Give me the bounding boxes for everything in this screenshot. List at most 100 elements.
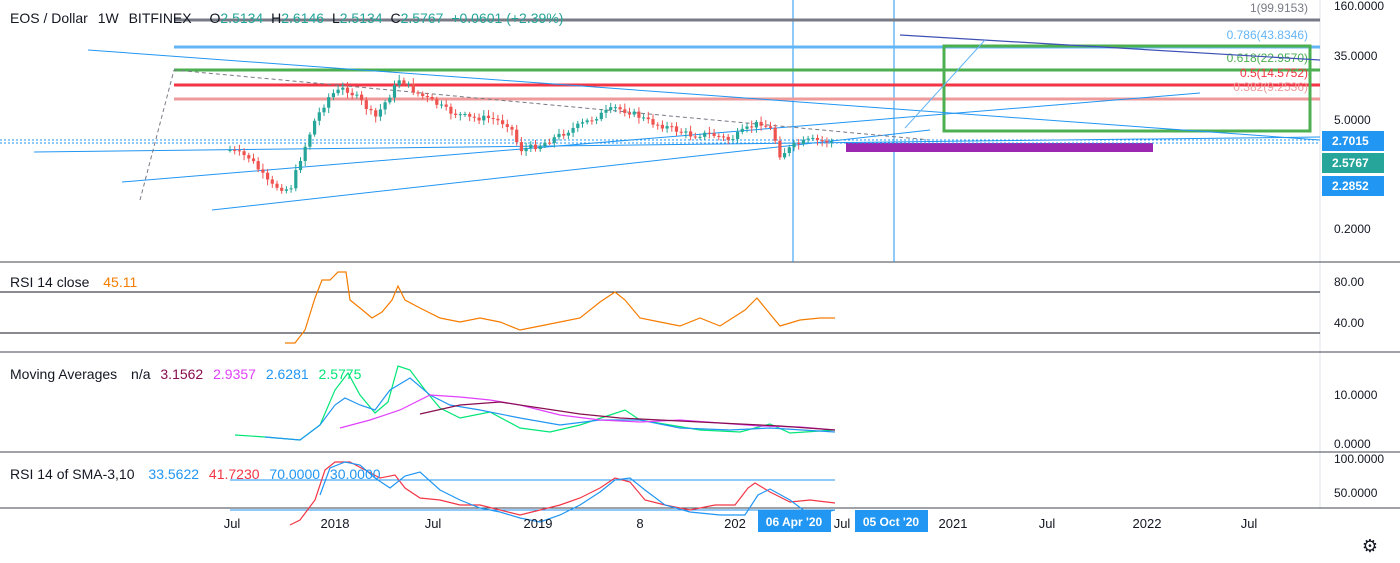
fib-label-2: 0.618(22.9570): [1227, 51, 1308, 65]
candle-body: [233, 149, 237, 151]
trendline-upper-right: [899, 34, 1321, 61]
time-marker-1: 05 Oct '20: [863, 515, 920, 529]
candle-body: [674, 126, 679, 132]
open-value: 2.5134: [220, 10, 264, 26]
candle-body: [670, 126, 674, 128]
candle-body: [355, 94, 359, 96]
candle-body: [237, 150, 241, 152]
price-tag-bg: [1322, 153, 1384, 173]
rsi-axis-80: 80.00: [1334, 275, 1364, 289]
candle-body: [750, 126, 754, 128]
candle-body: [773, 127, 777, 141]
candle-body: [280, 187, 284, 191]
fib-label-4: 0.382(9.2536): [1233, 80, 1308, 94]
candle-body: [374, 110, 378, 117]
candle-body: [454, 113, 458, 115]
rsi-sma-legend[interactable]: RSI 14 of SMA-3,10 33.5622 41.7230 70.00…: [10, 466, 387, 482]
candle-body: [289, 188, 293, 190]
ma-value-1: 3.1562: [160, 366, 204, 382]
candle-body: [463, 113, 467, 115]
candle-body: [815, 137, 820, 141]
rsi-legend[interactable]: RSI 14 close 45.11: [10, 274, 143, 290]
candle-body: [618, 107, 622, 110]
price-tag-2: 2.2852: [1332, 179, 1369, 193]
candle-body: [247, 155, 251, 159]
candle-body: [731, 139, 735, 141]
candle-body: [472, 116, 476, 118]
trendline-top: [87, 49, 1321, 141]
candle-body: [331, 93, 335, 98]
candle-body: [660, 124, 664, 129]
candle-body: [590, 120, 594, 122]
time-axis-label: Jul: [834, 516, 851, 531]
symbol-name[interactable]: EOS / Dollar: [10, 10, 88, 26]
close-value: 2.5767: [400, 10, 444, 26]
fib-label-1: 0.786(43.8346): [1227, 28, 1308, 42]
candle-body: [303, 146, 307, 161]
candle-body: [566, 132, 570, 136]
rsi-sma-value-1: 33.5622: [148, 466, 200, 482]
candle-body: [642, 117, 646, 119]
candle-body: [623, 109, 627, 113]
ma-value-2: 2.9357: [213, 366, 256, 382]
candle-body: [482, 115, 486, 121]
candle-body: [378, 109, 382, 117]
candle-body: [468, 113, 472, 117]
candle-body: [388, 97, 392, 103]
candle-body: [308, 134, 312, 147]
candle-body: [477, 117, 481, 121]
candle-body: [754, 121, 758, 128]
candle-body: [632, 111, 636, 115]
candle-body: [524, 148, 528, 152]
interval-label[interactable]: 1W: [97, 10, 119, 26]
candle-body: [294, 170, 298, 189]
candle-body: [717, 135, 721, 137]
candle-body: [651, 119, 655, 125]
candle-body: [397, 80, 401, 86]
ma-value-3: 2.6281: [265, 366, 309, 382]
candle-body: [242, 151, 246, 156]
candle-body: [275, 183, 279, 188]
candle-body: [383, 102, 387, 110]
candle-body: [806, 138, 810, 140]
candle-body: [421, 93, 425, 97]
candle-body: [585, 120, 589, 123]
time-axis-label: 2021: [939, 516, 968, 531]
candle-body: [515, 129, 519, 143]
ma-axis-0: 0.0000: [1334, 437, 1371, 451]
rsi-sma-name: RSI 14 of SMA-3,10: [10, 466, 135, 482]
candle-body: [444, 104, 448, 107]
rsi-axis-40: 40.00: [1334, 316, 1364, 330]
candle-body: [684, 131, 688, 133]
change-value: +0.0601 (+2.39%): [451, 10, 564, 26]
time-marker-0: 06 Apr '20: [766, 515, 823, 529]
gear-icon[interactable]: ⚙: [1361, 536, 1378, 556]
candle-body: [580, 122, 585, 124]
candle-body: [783, 153, 787, 158]
candle-body: [740, 128, 744, 132]
price-tag-bg: [1322, 176, 1384, 196]
trendline-mid: [121, 92, 1201, 183]
candle-body: [458, 114, 462, 116]
rsi-sma-blue-line: [319, 461, 836, 523]
fib-anchor: [139, 69, 175, 201]
time-marker-bg: [855, 510, 928, 532]
rsi-line: [285, 271, 835, 344]
candle-body: [595, 119, 599, 121]
time-axis-label: Jul: [224, 516, 241, 531]
candle-body: [407, 83, 411, 85]
ma-legend[interactable]: Moving Averages n/a 3.1562 2.9357 2.6281…: [10, 366, 367, 382]
symbol-legend: EOS / Dollar 1W BITFINEX O2.5134 H2.6146…: [10, 10, 564, 26]
candle-body: [364, 100, 368, 109]
ma-line-blue: [264, 377, 836, 441]
candle-body: [416, 92, 420, 94]
rsi-sma-value-2: 41.7230: [208, 466, 260, 482]
candle-body: [228, 149, 232, 151]
candle-body: [486, 115, 491, 118]
candle-body: [251, 158, 256, 162]
candles: [228, 74, 834, 194]
candle-body: [764, 125, 768, 127]
price-tag-bg: [1322, 131, 1384, 151]
candle-body: [501, 120, 505, 125]
